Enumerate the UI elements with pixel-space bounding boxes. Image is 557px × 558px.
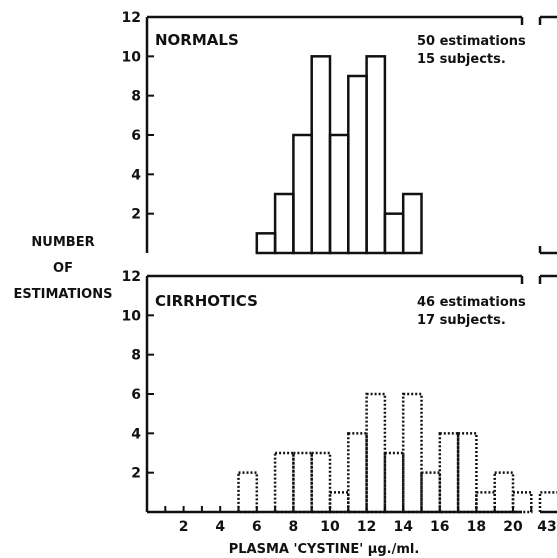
y-axis-label-line-2: OF <box>53 261 73 276</box>
cirrhotics-y-tick-label: 6 <box>131 387 141 403</box>
x-tick-label: 16 <box>430 519 449 535</box>
x-tick-label: 18 <box>467 519 486 535</box>
y-axis-label-line-3: ESTIMATIONS <box>14 287 113 302</box>
x-tick-label: 4 <box>215 519 225 535</box>
normals-bar <box>347 74 368 255</box>
cirrhotics-y-tick-label: 8 <box>131 348 141 364</box>
x-tick-label-break: 43 <box>537 519 556 535</box>
normals-bar <box>255 232 277 255</box>
normals-note-subjects: 15 subjects. <box>417 52 506 67</box>
cirrhotics-bar <box>511 491 533 514</box>
normals-note-estimations: 50 estimations <box>417 34 526 49</box>
cirrhotics-y-tick-label: 12 <box>122 269 141 285</box>
cirrhotics-bar <box>438 432 460 514</box>
cirrhotics-bar <box>237 471 259 514</box>
cirrhotics-bar <box>456 432 478 514</box>
x-axis-label: PLASMA 'CYSTINE' µg./ml. <box>229 542 420 557</box>
cirrhotics-bar <box>292 451 313 514</box>
cirrhotics-bar <box>475 491 496 514</box>
cirrhotics-y-tick-label: 10 <box>122 308 142 324</box>
normals-bar <box>328 133 350 255</box>
normals-y-tick-label: 12 <box>122 10 141 26</box>
x-tick-label: 6 <box>252 519 262 535</box>
cirrhotics-y-tick-label: 4 <box>131 426 141 442</box>
cirrhotics-bar <box>328 491 350 514</box>
normals-bar <box>383 212 405 255</box>
x-tick-label: 12 <box>357 519 376 535</box>
normals-bar <box>273 192 295 255</box>
normals-y-tick-label: 4 <box>131 167 141 183</box>
cirrhotics-bar <box>401 392 423 514</box>
cirrhotics-bar <box>383 451 405 514</box>
normals-bar <box>292 133 313 255</box>
cirrhotics-bar <box>273 451 295 514</box>
normals-bar <box>310 55 332 255</box>
normals-title: NORMALS <box>155 31 239 49</box>
x-tick-label: 10 <box>320 519 340 535</box>
cirrhotics-bar <box>420 471 442 514</box>
x-tick-label: 20 <box>503 519 523 535</box>
cirrhotics-note-estimations: 46 estimations <box>417 295 526 310</box>
x-tick-label: 2 <box>179 519 189 535</box>
x-tick-label: 8 <box>289 519 299 535</box>
cirrhotics-note-subjects: 17 subjects. <box>417 313 506 328</box>
normals-y-tick-label: 10 <box>122 49 142 65</box>
normals-y-tick-label: 6 <box>131 128 141 144</box>
cirrhotics-bar <box>365 392 387 514</box>
cirrhotics-bar <box>347 432 368 514</box>
cirrhotics-y-tick-label: 2 <box>131 466 141 482</box>
normals-bar <box>365 55 387 255</box>
normals-bar <box>401 192 423 255</box>
cirrhotics-bar <box>310 451 332 514</box>
cirrhotics-bar <box>493 471 515 514</box>
x-tick-label: 14 <box>393 519 413 535</box>
cirrhotics-bar-break <box>538 491 557 512</box>
chart-marks: 12 10 8 6 4 2 12 10 8 6 4 2 2 4 6 8 10 12 14 16 18 20 43 <box>122 10 557 535</box>
normals-y-tick-label: 2 <box>131 207 141 223</box>
cirrhotics-title: CIRRHOTICS <box>155 292 258 310</box>
normals-y-tick-label: 8 <box>131 89 141 105</box>
y-axis-label-line-1: NUMBER <box>31 235 94 250</box>
